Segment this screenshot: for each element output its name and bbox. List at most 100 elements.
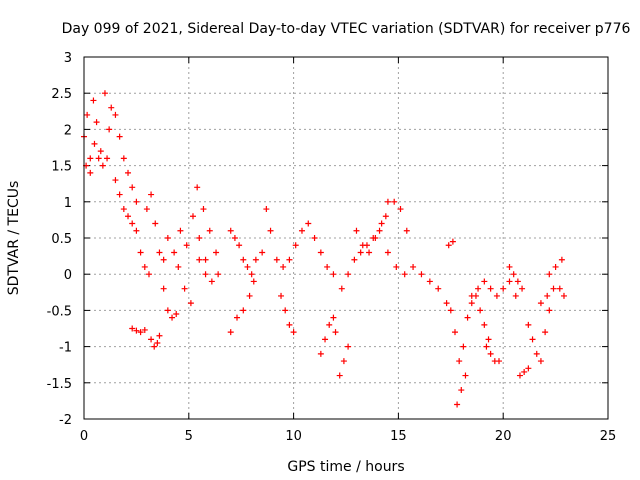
series-arc-13 (259, 206, 337, 278)
data-point (246, 292, 253, 299)
data-point (280, 263, 287, 270)
data-point (558, 256, 565, 263)
data-point (156, 249, 163, 256)
series-arc-6 (148, 332, 163, 350)
data-point (544, 292, 551, 299)
data-point (181, 285, 188, 292)
data-point (252, 256, 259, 263)
data-point (244, 263, 251, 270)
data-point (84, 111, 91, 118)
data-point (475, 285, 482, 292)
data-point (90, 97, 97, 104)
data-point (514, 278, 521, 285)
data-point (496, 358, 503, 365)
data-point (410, 263, 417, 270)
data-point (353, 227, 360, 234)
data-point (273, 256, 280, 263)
data-point (152, 220, 159, 227)
data-point (340, 358, 347, 365)
series-arc-5 (129, 325, 148, 336)
data-point (445, 242, 452, 249)
data-point (236, 242, 243, 249)
data-point (443, 300, 450, 307)
data-point (133, 198, 140, 205)
data-point (338, 285, 345, 292)
data-point (129, 184, 136, 191)
data-point (250, 278, 257, 285)
data-point (481, 278, 488, 285)
y-tick-label: -1.5 (47, 377, 72, 392)
data-point (169, 314, 176, 321)
data-point (196, 256, 203, 263)
data-point (403, 227, 410, 234)
y-tick-label: 1 (64, 196, 72, 211)
series-arc-19 (384, 249, 450, 307)
data-point (376, 227, 383, 234)
data-point (357, 249, 364, 256)
data-point (208, 278, 215, 285)
data-point (125, 169, 132, 176)
data-point (200, 206, 207, 213)
series-arc-17 (336, 343, 352, 379)
data-point (359, 242, 366, 249)
data-point (137, 329, 144, 336)
data-point (525, 365, 532, 372)
data-point (116, 191, 123, 198)
data-point (519, 285, 526, 292)
series-arc-28 (537, 285, 567, 307)
data-point (537, 358, 544, 365)
data-point (330, 271, 337, 278)
x-tick-label: 10 (285, 429, 302, 444)
series-arc-24 (483, 343, 503, 365)
y-tick-label: 2.5 (51, 87, 72, 102)
data-point (101, 90, 108, 97)
series-arc-29 (546, 256, 565, 278)
data-point (202, 256, 209, 263)
series-arc-9 (175, 184, 220, 307)
x-tick-labels: 0 5 10 15 20 25 (80, 429, 616, 444)
data-point (345, 343, 352, 350)
series-arc-23 (468, 278, 526, 299)
data-point (99, 162, 106, 169)
data-point (156, 332, 163, 339)
data-point (345, 271, 352, 278)
series-arc-10 (196, 256, 222, 285)
data-point (93, 119, 100, 126)
data-point (322, 336, 329, 343)
data-point (468, 300, 475, 307)
data-point (206, 227, 213, 234)
y-tick-label: -2 (59, 413, 72, 428)
data-point (454, 401, 461, 408)
data-point (391, 198, 398, 205)
data-point (512, 292, 519, 299)
data-point (456, 358, 463, 365)
data-point (546, 271, 553, 278)
y-tick-label: -0.5 (47, 304, 72, 319)
data-point (529, 336, 536, 343)
data-point (481, 321, 488, 328)
data-point (393, 263, 400, 270)
data-point (382, 213, 389, 220)
data-point (120, 155, 127, 162)
data-point (164, 307, 171, 314)
data-point (305, 220, 312, 227)
data-point (298, 227, 305, 234)
data-point (129, 220, 136, 227)
data-point (550, 285, 557, 292)
data-point (468, 292, 475, 299)
data-point (516, 372, 523, 379)
data-point (267, 227, 274, 234)
data-point (145, 271, 152, 278)
data-point (506, 278, 513, 285)
data-point (87, 169, 94, 176)
x-tick-label: 25 (600, 429, 617, 444)
data-point (141, 326, 148, 333)
data-point (460, 343, 467, 350)
series-arc-21 (447, 292, 492, 365)
series-arc-18 (353, 198, 410, 256)
data-point (487, 285, 494, 292)
data-point (215, 271, 222, 278)
data-point (133, 227, 140, 234)
data-point (546, 307, 553, 314)
y-tick-label: 1.5 (51, 160, 72, 175)
